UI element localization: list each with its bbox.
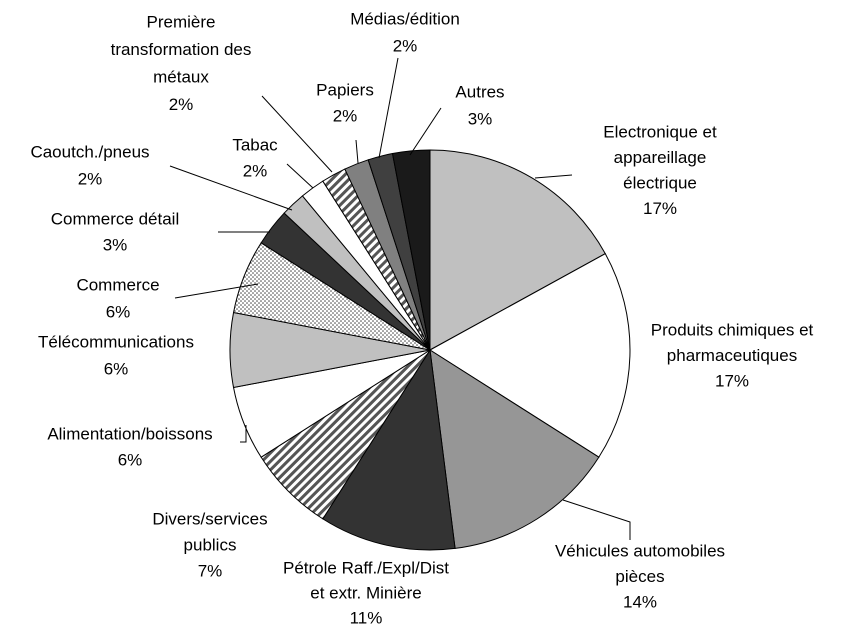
leader-line xyxy=(169,165,293,211)
slice-label: Produits chimiques et xyxy=(651,320,814,339)
pie-slice xyxy=(391,149,431,351)
value-label: 2% xyxy=(78,169,103,188)
value-label: 17% xyxy=(643,199,677,218)
leader-line xyxy=(174,283,259,299)
slice-label: Alimentation/boissons xyxy=(47,424,212,443)
value-label: 6% xyxy=(104,359,129,378)
value-label: 3% xyxy=(103,235,128,254)
leader-line xyxy=(240,425,247,443)
slice-label: Divers/services xyxy=(152,509,267,528)
slice-label: Pétrole Raff./Expl/Dist xyxy=(283,558,449,577)
leader-line xyxy=(261,95,333,173)
slice-label: Première xyxy=(147,12,216,31)
slice-label: métaux xyxy=(153,67,209,86)
leader-line xyxy=(562,499,631,540)
slice-label: Médias/édition xyxy=(350,9,460,28)
value-label: 7% xyxy=(198,561,223,580)
slice-label: Véhicules automobiles xyxy=(555,541,725,560)
value-label: 17% xyxy=(715,371,749,390)
slice-label: appareillage xyxy=(614,148,707,167)
slice-label: pharmaceutiques xyxy=(667,346,797,365)
value-label: 2% xyxy=(243,161,268,180)
slice-label: Autres xyxy=(455,82,504,101)
leader-line xyxy=(355,139,359,164)
slice-label: et extr. Minière xyxy=(310,583,422,602)
pie-slice xyxy=(322,348,456,551)
pie-slice xyxy=(429,349,600,549)
slice-label: Caoutch./pneus xyxy=(30,142,149,161)
slice-label: Commerce xyxy=(76,275,159,294)
slice-label: électrique xyxy=(623,173,697,192)
slice-label: Electronique et xyxy=(603,122,717,141)
slice-label: Tabac xyxy=(232,135,278,154)
slice-label: Télécommunications xyxy=(38,332,194,351)
leader-line xyxy=(409,107,442,156)
pie-slice xyxy=(429,149,606,351)
value-label: 2% xyxy=(393,36,418,55)
leader-line xyxy=(286,163,314,189)
value-label: 6% xyxy=(106,302,131,321)
value-label: 14% xyxy=(623,592,657,611)
slice-label: publics xyxy=(184,535,237,554)
slice-label: pièces xyxy=(615,567,664,586)
value-label: 2% xyxy=(169,95,194,114)
leader-line xyxy=(534,174,573,179)
slice-label: Papiers xyxy=(316,80,374,99)
slice-label: transformation des xyxy=(111,40,252,59)
value-label: 3% xyxy=(468,109,493,128)
value-label: 2% xyxy=(333,106,358,125)
leader-line xyxy=(378,57,399,159)
pie-slice xyxy=(429,252,631,458)
value-label: 6% xyxy=(118,450,143,469)
value-label: 11% xyxy=(350,608,383,627)
slice-label: Commerce détail xyxy=(51,209,180,228)
